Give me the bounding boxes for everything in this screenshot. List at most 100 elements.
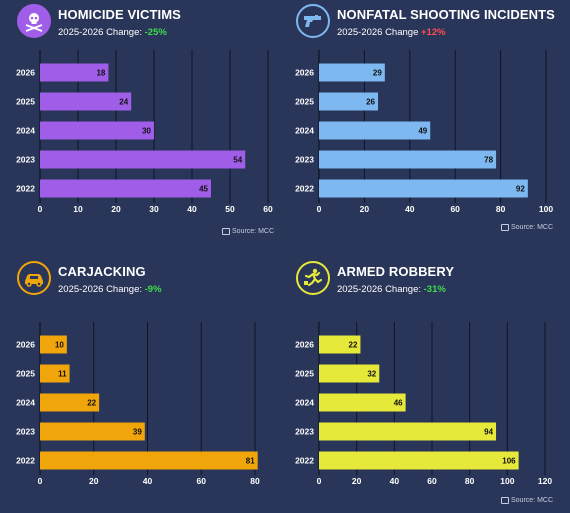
change-text: 2025-2026 Change: -31% xyxy=(337,284,446,295)
data-label: 10 xyxy=(55,341,64,350)
y-tick-label: 2022 xyxy=(16,456,35,466)
handgun-icon xyxy=(296,4,330,38)
change-text: 2025-2026 Change: -9% xyxy=(58,284,162,295)
data-label: 11 xyxy=(58,370,67,379)
bar xyxy=(40,393,100,412)
bar xyxy=(40,179,211,198)
change-text: 2025-2026 Change: -25% xyxy=(58,27,167,38)
x-tick-label: 60 xyxy=(450,204,460,214)
bar xyxy=(319,121,431,140)
bar xyxy=(40,451,258,470)
bar xyxy=(40,92,132,111)
data-label: 18 xyxy=(96,69,105,78)
change-value: -25% xyxy=(144,27,167,38)
bar xyxy=(40,121,154,140)
change-value: -9% xyxy=(144,284,162,295)
y-tick-label: 2022 xyxy=(16,184,35,194)
chart-title: HOMICIDE VICTIMS xyxy=(58,7,181,22)
y-tick-label: 2024 xyxy=(16,398,35,408)
bar xyxy=(40,150,246,169)
chart-svg: 0 20 40 60 80 2026 10 2025 11 2024 22 2023 39 2022 81 xyxy=(16,322,260,486)
data-label: 24 xyxy=(119,98,128,107)
x-tick-label: 0 xyxy=(317,204,322,214)
chart-title: ARMED ROBBERY xyxy=(337,264,455,279)
x-tick-label: 0 xyxy=(38,476,43,486)
x-tick-label: 20 xyxy=(89,476,99,486)
data-label: 39 xyxy=(133,428,142,437)
change-label: 2025-2026 Change: xyxy=(337,284,421,295)
bar xyxy=(319,92,379,111)
running-robber-icon xyxy=(296,261,330,295)
change-label: 2025-2026 Change: xyxy=(58,27,142,38)
y-tick-label: 2025 xyxy=(16,369,35,379)
homicide-panel: HOMICIDE VICTIMS 2025-2026 Change: -25% … xyxy=(0,0,285,256)
x-tick-label: 30 xyxy=(149,204,159,214)
x-tick-label: 0 xyxy=(317,476,322,486)
x-tick-label: 20 xyxy=(360,204,370,214)
chart-title: CARJACKING xyxy=(58,264,146,279)
change-label: 2025-2026 Change xyxy=(337,27,419,38)
chart-title: NONFATAL SHOOTING INCIDENTS xyxy=(337,7,555,22)
y-tick-label: 2023 xyxy=(295,427,314,437)
bar xyxy=(319,393,406,412)
y-tick-label: 2026 xyxy=(16,68,35,78)
bar xyxy=(40,422,145,441)
bar xyxy=(319,150,497,169)
data-label: 26 xyxy=(366,98,375,107)
armed-robbery-panel: ARMED ROBBERY 2025-2026 Change: -31% 0 20… xyxy=(285,257,570,513)
x-tick-label: 40 xyxy=(187,204,197,214)
x-tick-label: 20 xyxy=(111,204,121,214)
x-tick-label: 60 xyxy=(197,476,207,486)
source-note: Source: MCC xyxy=(501,224,553,231)
y-tick-label: 2023 xyxy=(16,155,35,165)
x-tick-label: 50 xyxy=(225,204,235,214)
change-value: +12% xyxy=(421,27,446,38)
source-note: Source: MCC xyxy=(222,228,274,235)
x-tick-label: 60 xyxy=(427,476,437,486)
y-tick-label: 2026 xyxy=(16,340,35,350)
image-icon xyxy=(501,497,509,504)
x-tick-label: 40 xyxy=(405,204,415,214)
x-tick-label: 80 xyxy=(496,204,506,214)
skull-crossbones-icon xyxy=(17,4,51,38)
bar xyxy=(40,364,70,383)
x-tick-label: 100 xyxy=(539,204,553,214)
bar xyxy=(319,451,519,470)
y-tick-label: 2024 xyxy=(295,398,314,408)
bar xyxy=(319,179,528,198)
data-label: 45 xyxy=(199,185,208,194)
data-label: 29 xyxy=(373,69,382,78)
data-label: 92 xyxy=(516,185,525,194)
y-tick-label: 2025 xyxy=(295,369,314,379)
data-label: 30 xyxy=(142,127,151,136)
source-note: Source: MCC xyxy=(501,497,553,504)
data-label: 78 xyxy=(484,156,493,165)
x-tick-label: 0 xyxy=(38,204,43,214)
carjacking-panel: CARJACKING 2025-2026 Change: -9% 0 20 40 60… xyxy=(0,257,285,513)
source-text: Source: MCC xyxy=(511,497,554,504)
x-tick-label: 80 xyxy=(250,476,260,486)
x-tick-label: 10 xyxy=(73,204,83,214)
data-label: 22 xyxy=(349,341,358,350)
y-tick-label: 2024 xyxy=(16,126,35,136)
data-label: 49 xyxy=(418,127,427,136)
x-tick-label: 100 xyxy=(500,476,514,486)
source-text: Source: MCC xyxy=(232,228,275,235)
bar xyxy=(319,63,385,82)
bar xyxy=(319,422,497,441)
change-value: -31% xyxy=(423,284,446,295)
data-label: 46 xyxy=(394,399,403,408)
bar xyxy=(319,335,361,354)
x-tick-label: 40 xyxy=(390,476,400,486)
y-tick-label: 2024 xyxy=(295,126,314,136)
y-tick-label: 2022 xyxy=(295,184,314,194)
chart-svg: 0 20 40 60 80 100 120 2026 22 2025 32 2024 46 2023 94 2… xyxy=(295,322,552,486)
y-tick-label: 2023 xyxy=(295,155,314,165)
image-icon xyxy=(222,228,230,235)
data-label: 94 xyxy=(484,428,493,437)
x-tick-label: 20 xyxy=(352,476,362,486)
data-label: 81 xyxy=(246,457,255,466)
x-tick-label: 120 xyxy=(538,476,552,486)
y-tick-label: 2025 xyxy=(16,97,35,107)
y-tick-label: 2023 xyxy=(16,427,35,437)
